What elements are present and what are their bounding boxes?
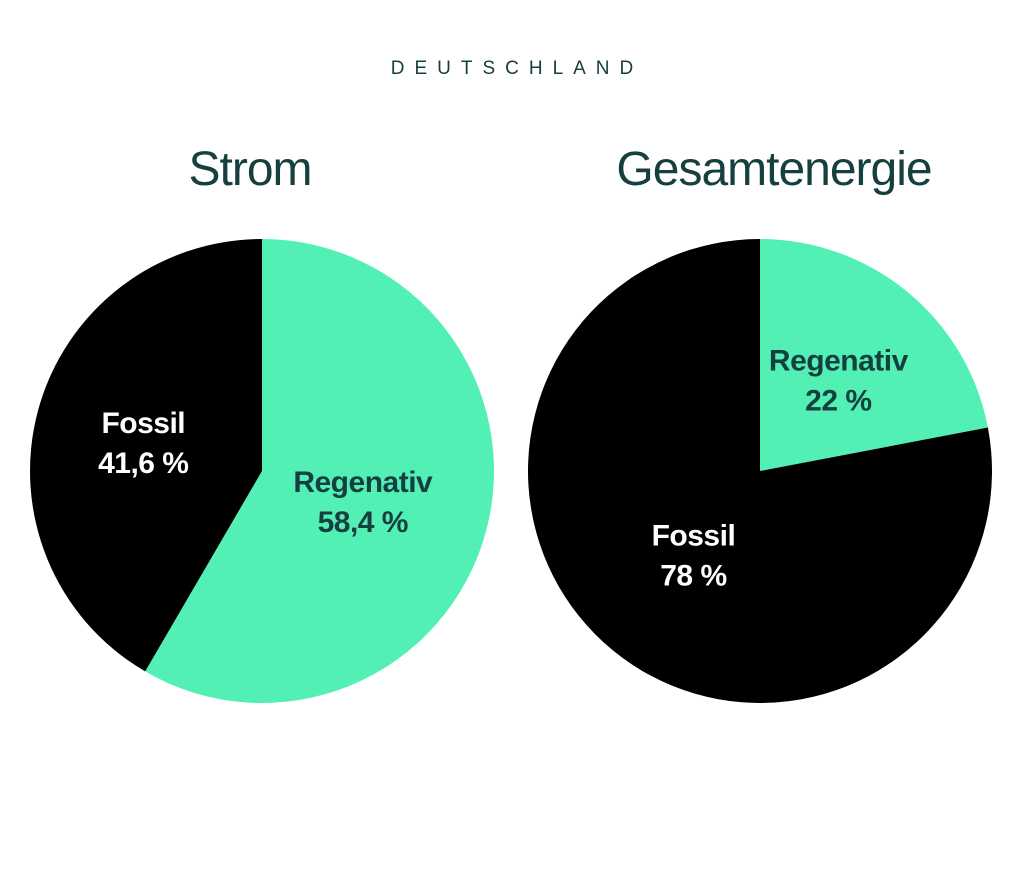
slice-name-label: Fossil (652, 519, 736, 552)
slice-value-label: 58,4 % (318, 506, 408, 539)
slice-name-label: Fossil (101, 407, 185, 440)
slice-value-label: 78 % (660, 559, 726, 592)
page-title: DEUTSCHLAND (390, 58, 644, 79)
pie-chart-gesamtenergie: Regenativ 22 % Fossil 78 % (527, 239, 992, 703)
pie-slice-regenativ (145, 239, 495, 703)
slice-name-label: Regenativ (293, 466, 433, 499)
pie-chart-strom: Regenativ 58,4 % Fossil 41,6 % (29, 239, 495, 703)
slice-value-label: 22 % (805, 384, 871, 417)
chart-title-gesamtenergie: Gesamtenergie (616, 143, 932, 196)
slice-value-label: 41,6 % (98, 447, 188, 480)
pie-slice-fossil (527, 239, 992, 703)
slice-name-label: Regenativ (769, 344, 909, 377)
chart-title-strom: Strom (188, 143, 312, 196)
pie-slice-regenativ (760, 239, 988, 471)
pie-slice-fossil (29, 239, 262, 672)
